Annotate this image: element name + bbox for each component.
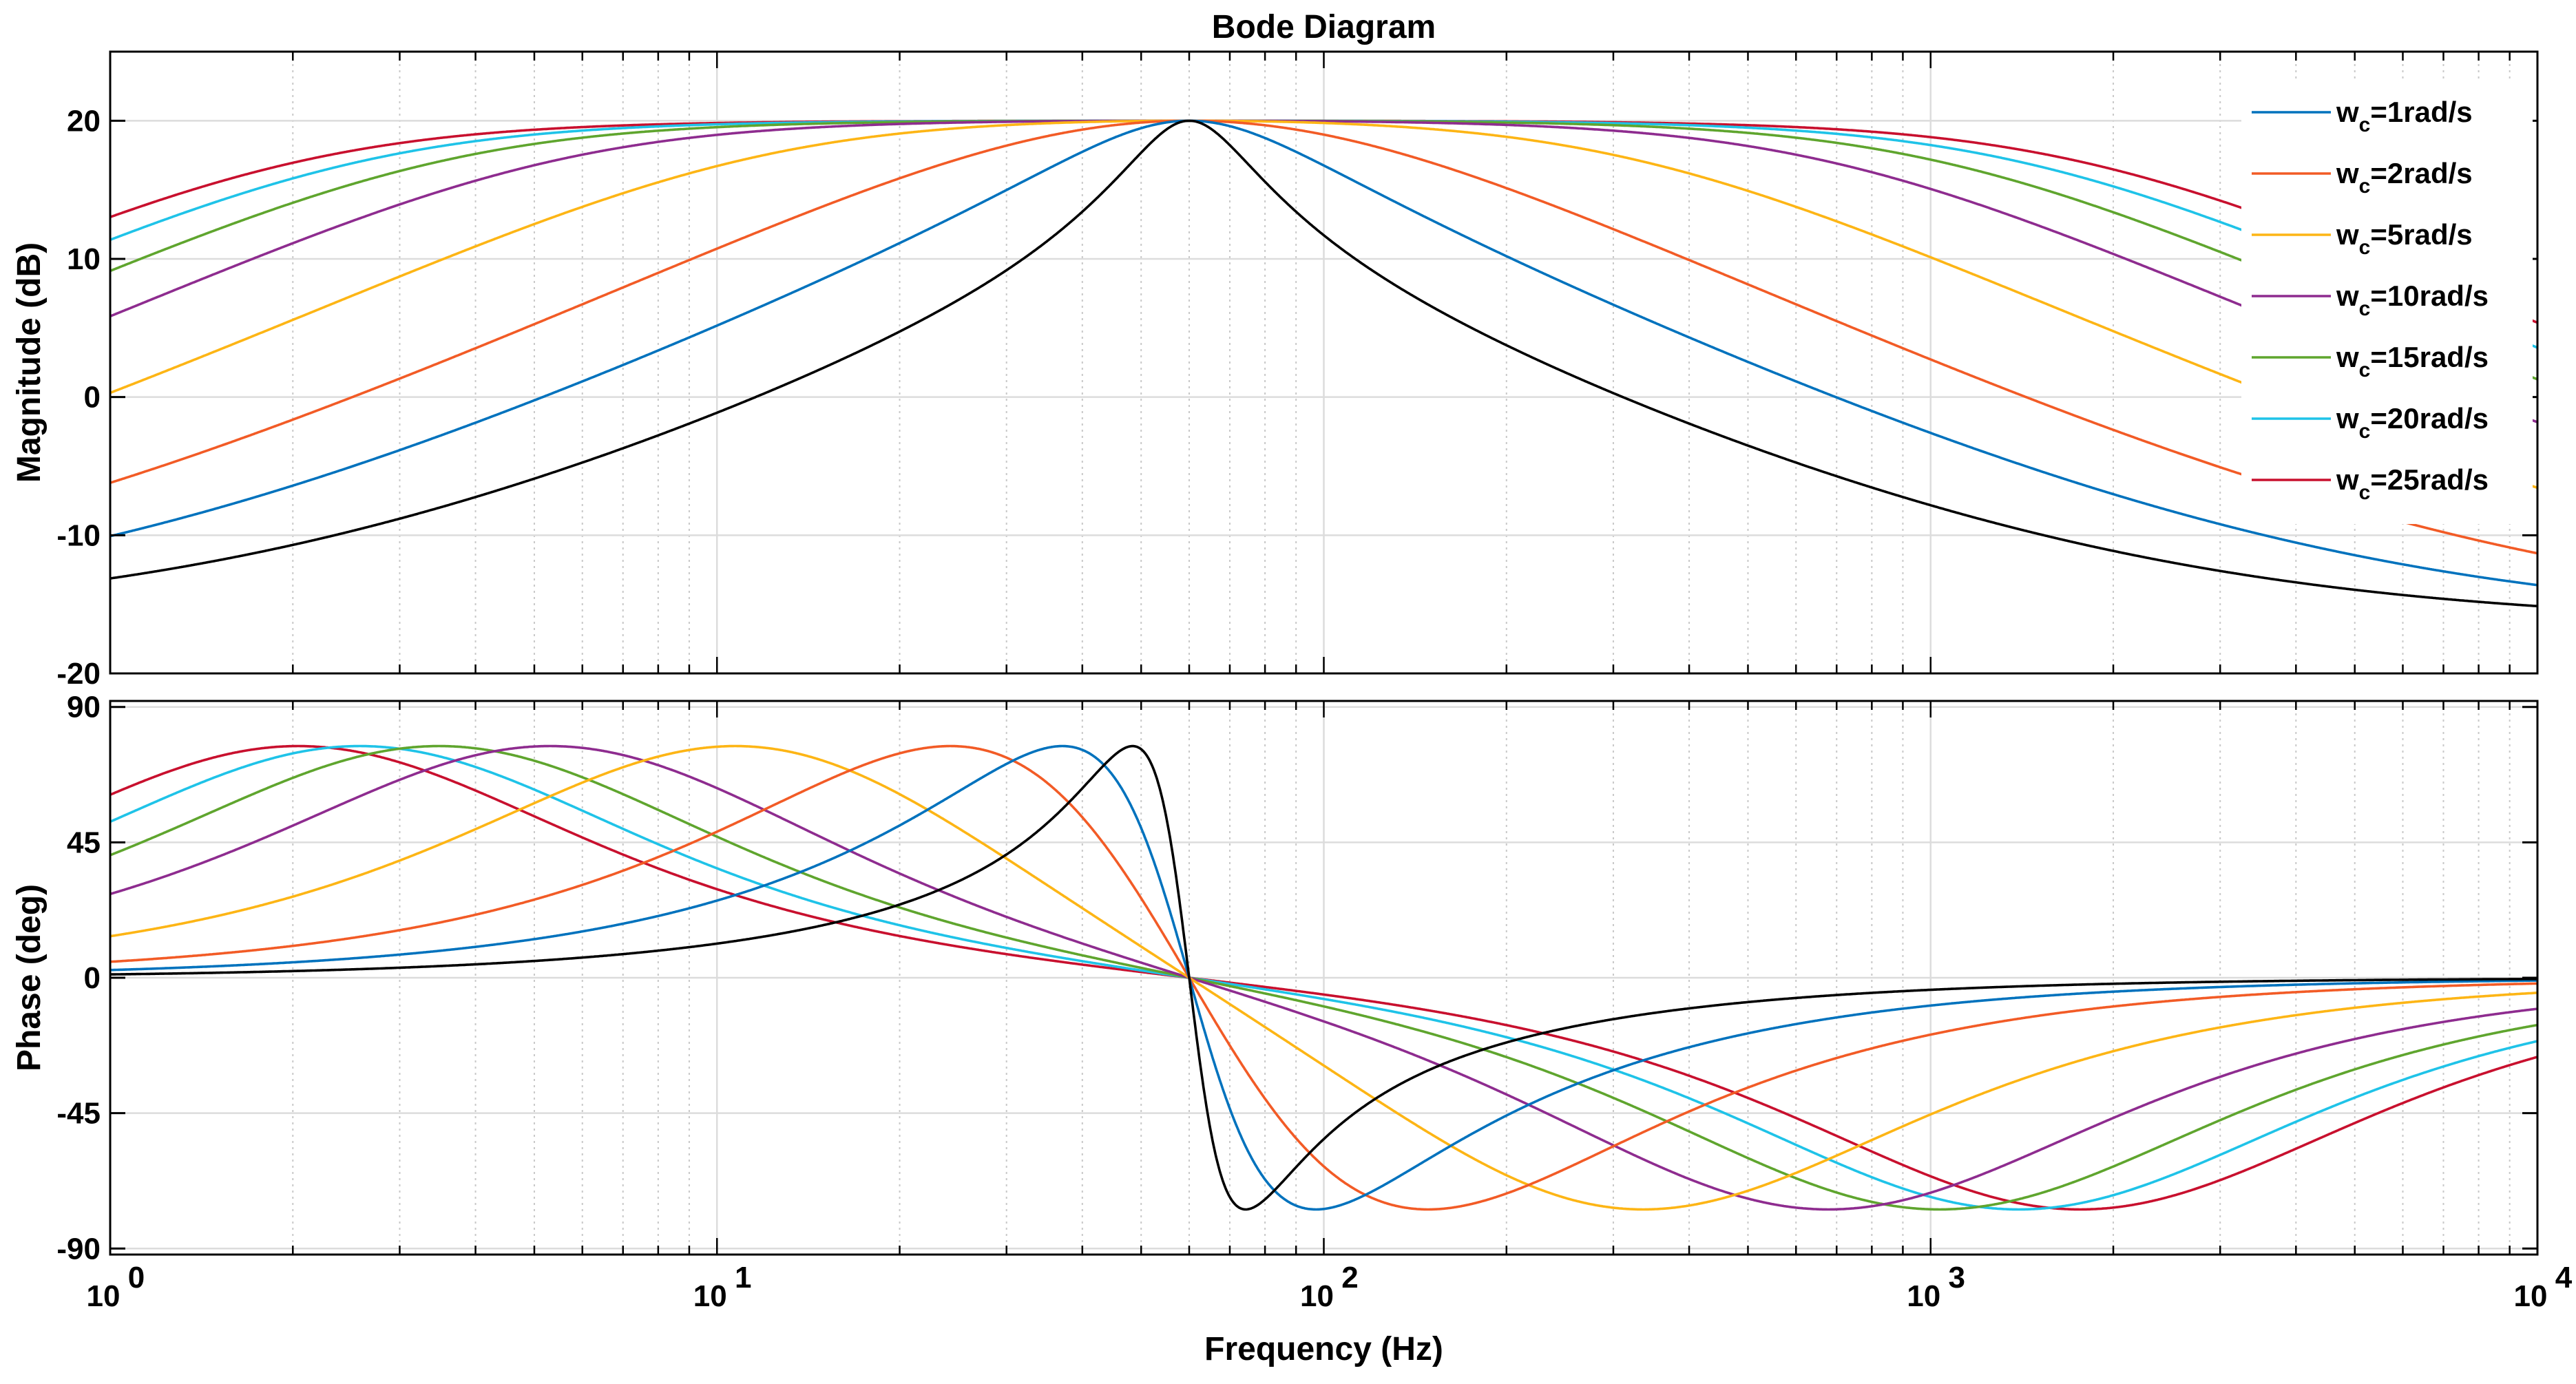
legend-label: wc=15rad/s xyxy=(2336,341,2489,381)
y-tick-label: 20 xyxy=(67,104,101,138)
x-tick-exponent: 4 xyxy=(2555,1261,2573,1294)
phase-y-axis-label: Phase (deg) xyxy=(11,884,48,1071)
legend-label: wc=10rad/s xyxy=(2336,280,2489,320)
legend: wc=1rad/s wc=2rad/s wc=5rad/s wc=10rad/s wc=… xyxy=(2241,81,2533,524)
y-tick-label: 90 xyxy=(67,691,101,724)
y-tick-label: -20 xyxy=(56,657,101,691)
chart-title: Bode Diagram xyxy=(1212,9,1436,45)
phase-line-narrow-band xyxy=(109,744,2538,1211)
phase-line-wc=15rad/s xyxy=(109,744,2538,1211)
x-tick-label: 10 xyxy=(693,1279,727,1313)
phase-series-group xyxy=(109,744,2538,1211)
y-tick-label: 45 xyxy=(67,826,101,859)
x-tick-exponent: 1 xyxy=(735,1261,751,1294)
magnitude-line-wc=5rad/s xyxy=(109,119,2538,490)
legend-label: wc=25rad/s xyxy=(2336,463,2489,504)
y-tick-label: 10 xyxy=(67,242,101,276)
y-tick-label: -90 xyxy=(56,1232,101,1266)
x-tick-exponent: 0 xyxy=(128,1261,145,1294)
magnitude-line-wc=2rad/s xyxy=(109,119,2538,555)
y-tick-label: 0 xyxy=(84,381,101,415)
magnitude-y-axis-label: Magnitude (dB) xyxy=(11,242,48,483)
phase-line-wc=20rad/s xyxy=(109,744,2538,1211)
magnitude-y-ticks: -20 -10 0 10 20 xyxy=(56,104,2537,691)
x-tick-label: 10 xyxy=(2514,1279,2548,1313)
phase-y-ticks: -90 -45 0 45 90 xyxy=(56,691,2537,1266)
y-tick-label: -45 xyxy=(56,1097,101,1131)
magnitude-line-narrow-band xyxy=(109,119,2538,608)
legend-label: wc=5rad/s xyxy=(2336,218,2473,259)
phase-line-wc=25rad/s xyxy=(109,744,2538,1211)
phase-line-wc=1rad/s xyxy=(109,744,2538,1211)
x-tick-label: 10 xyxy=(87,1279,121,1313)
x-tick-exponent: 3 xyxy=(1949,1261,1965,1294)
phase-line-wc=5rad/s xyxy=(109,744,2538,1211)
x-tick-label: 10 xyxy=(1907,1279,1940,1313)
x-tick-label: 10 xyxy=(1300,1279,1334,1313)
x-axis-label: Frequency (Hz) xyxy=(1204,1331,1443,1367)
phase-line-wc=10rad/s xyxy=(109,744,2538,1211)
legend-label: wc=2rad/s xyxy=(2336,157,2473,198)
magnitude-line-wc=10rad/s xyxy=(109,119,2538,423)
legend-label: wc=1rad/s xyxy=(2336,96,2473,136)
magnitude-series-group xyxy=(109,119,2538,608)
legend-box xyxy=(2241,81,2533,524)
y-tick-label: -10 xyxy=(56,518,101,552)
magnitude-line-wc=1rad/s xyxy=(109,119,2538,587)
phase-line-wc=2rad/s xyxy=(109,744,2538,1211)
x-tick-exponent: 2 xyxy=(1341,1261,1358,1294)
y-tick-label: 0 xyxy=(84,961,101,995)
legend-label: wc=20rad/s xyxy=(2336,402,2489,443)
